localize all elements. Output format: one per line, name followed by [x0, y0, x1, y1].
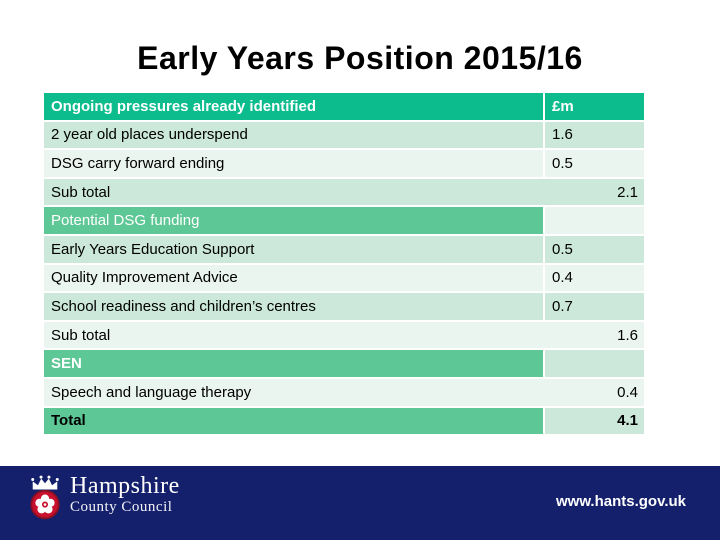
table-row-section: Potential DSG funding [44, 207, 644, 234]
row-label: Early Years Education Support [44, 235, 543, 263]
table-row: DSG carry forward ending 0.5 [44, 150, 644, 177]
row-label: Sub total [51, 326, 111, 344]
table-row-subtotal: Sub total 1.6 [44, 321, 644, 349]
total-value: 4.1 [545, 407, 644, 435]
row-value: 1.6 [617, 326, 638, 344]
row-label: Sub total [51, 183, 111, 201]
row-value: 1.6 [545, 121, 644, 149]
org-subtitle: County Council [70, 499, 173, 515]
row-value: 2.1 [617, 183, 638, 201]
row-label: 2 year old places underspend [44, 121, 543, 149]
section-label: SEN [44, 350, 543, 377]
row-label: Speech and language therapy [51, 383, 252, 401]
table-header-row: Ongoing pressures already identified £m [44, 93, 644, 120]
subtotal-cell: Sub total 1.6 [44, 321, 644, 349]
table-row-subtotal: Speech and language therapy 0.4 [44, 378, 644, 406]
row-label: School readiness and children’s centres [44, 293, 543, 320]
org-name: Hampshire [70, 473, 180, 499]
row-value: 0.5 [545, 150, 644, 177]
table-row-subtotal: Sub total 2.1 [44, 178, 644, 206]
row-label: DSG carry forward ending [44, 150, 543, 177]
total-label: Total [44, 407, 543, 435]
table-row: School readiness and children’s centres … [44, 293, 644, 320]
section-label: Potential DSG funding [44, 207, 543, 234]
row-label: Quality Improvement Advice [44, 264, 543, 292]
logo-text: Hampshire County Council [70, 473, 180, 515]
section-empty-cell [545, 350, 644, 377]
section-empty-cell [545, 207, 644, 234]
row-value: 0.5 [545, 235, 644, 263]
subtotal-cell: Speech and language therapy 0.4 [44, 378, 644, 406]
table-header-unit: £m [545, 93, 644, 120]
hampshire-logo: Hampshire County Council [28, 473, 180, 521]
website-link[interactable]: www.hants.gov.uk [555, 493, 686, 510]
subtotal-cell: Sub total 2.1 [44, 178, 644, 206]
hampshire-crest-icon [30, 475, 60, 520]
row-value: 0.7 [545, 293, 644, 320]
table-row-section: SEN [44, 350, 644, 377]
table-row: 2 year old places underspend 1.6 [44, 121, 644, 149]
table-row: Early Years Education Support 0.5 [44, 235, 644, 263]
row-value: 0.4 [545, 264, 644, 292]
row-value: 0.4 [617, 383, 638, 401]
table-row-total: Total 4.1 [44, 407, 644, 435]
footer-bar: Hampshire County Council www.hants.gov.u… [0, 466, 720, 540]
table-row: Quality Improvement Advice 0.4 [44, 264, 644, 292]
pressures-table: Ongoing pressures already identified £m … [44, 93, 644, 436]
page-title: Early Years Position 2015/16 [137, 40, 583, 76]
table-header-label: Ongoing pressures already identified [44, 93, 543, 120]
